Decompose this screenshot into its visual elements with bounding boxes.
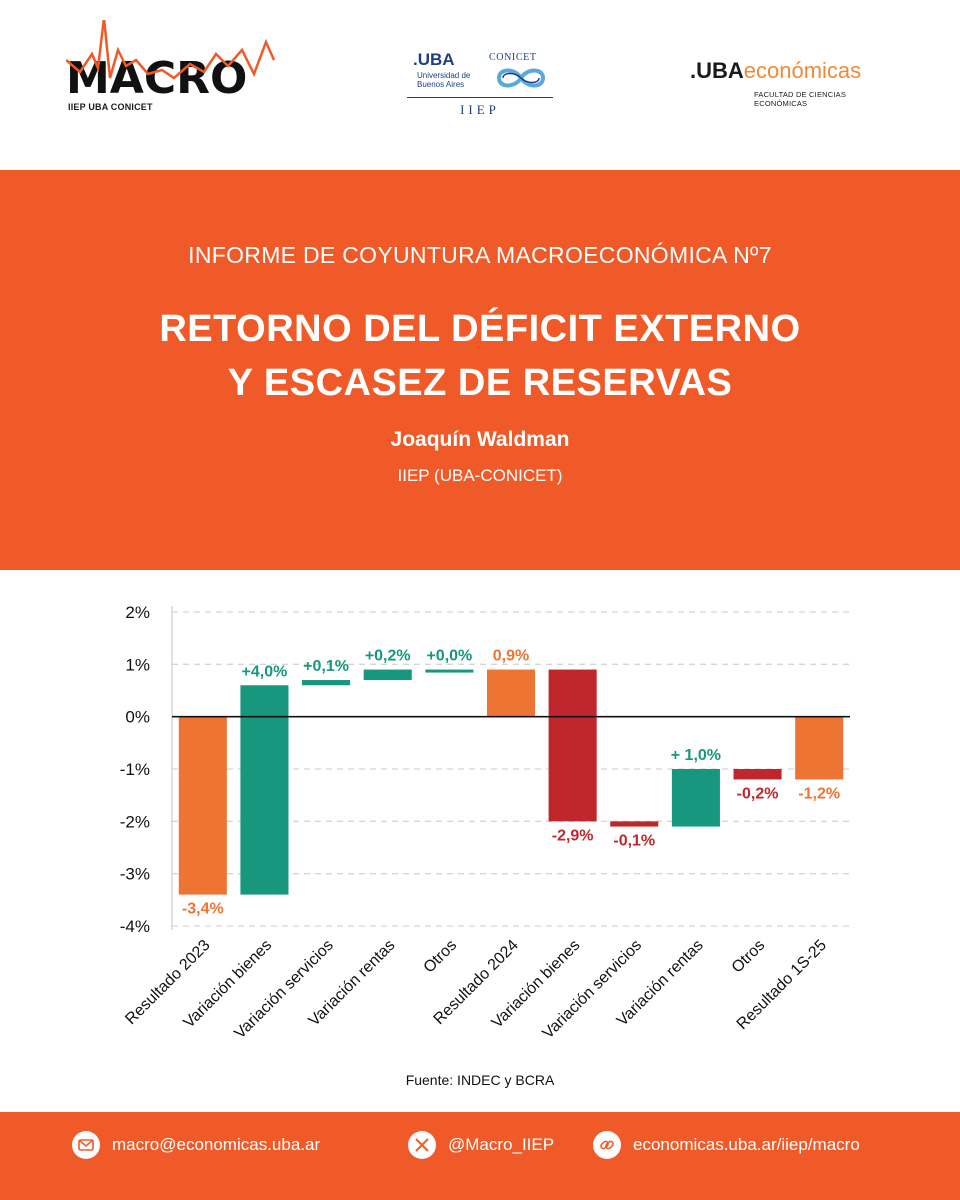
waterfall-bar <box>733 769 782 780</box>
uba-conicet-logo: .UBA Universidad de Buenos Aires CONICET… <box>405 46 555 126</box>
uba-economicas-eco: económicas <box>743 58 862 83</box>
mail-icon <box>72 1131 100 1159</box>
waterfall-bar <box>178 716 227 895</box>
bar-data-label: -0,2% <box>737 785 779 802</box>
macro-logo-subtitle: IIEP UBA CONICET <box>68 102 153 112</box>
report-kicker: INFORME DE COYUNTURA MACROECONÓMICA Nº7 <box>188 242 772 268</box>
waterfall-bar <box>610 821 659 827</box>
report-affiliation: IIEP (UBA-CONICET) <box>397 466 563 485</box>
uba-subtitle-2: Buenos Aires <box>417 80 465 89</box>
report-title: RETORNO DEL DÉFICIT EXTERNO Y ESCASEZ DE… <box>0 302 960 410</box>
waterfall-chart: 2% 1% 0% -1% -2% -3% -4% -3,4% +4,0% +0,1% +0,2% +0… <box>0 570 960 1110</box>
y-tick-label: 0% <box>125 708 150 727</box>
waterfall-bar <box>425 669 474 673</box>
y-tick-label: -3% <box>120 865 150 884</box>
bar-data-label: +0,1% <box>303 658 349 675</box>
conicet-infinity-icon <box>496 68 546 88</box>
uba-wordmark: .UBA <box>413 50 455 69</box>
waterfall-bar <box>240 685 289 895</box>
macro-logo: MACRO IIEP UBA CONICET <box>65 17 276 120</box>
waterfall-bar <box>671 769 720 827</box>
waterfall-bar <box>363 669 412 681</box>
uba-economicas-logo: .UBAeconómicas FACULTAD DE CIENCIAS ECON… <box>690 58 900 108</box>
report-author: Joaquín Waldman <box>390 428 570 451</box>
y-tick-label: -2% <box>120 812 150 831</box>
y-tick-label: -1% <box>120 760 150 779</box>
link-icon <box>593 1131 621 1159</box>
bar-data-label: -2,9% <box>552 827 594 844</box>
footer: macro@economicas.uba.ar @Macro_IIEP econ… <box>0 1112 960 1200</box>
y-tick-label: 2% <box>125 603 150 622</box>
bar-data-label: +0,0% <box>426 648 472 665</box>
macro-wordmark: MACRO <box>66 53 247 100</box>
x-category-label: Otros <box>421 937 461 977</box>
x-twitter-icon <box>408 1131 436 1159</box>
iiep-wordmark: IIEP <box>460 102 500 117</box>
web-contact[interactable]: economicas.uba.ar/iiep/macro <box>593 1130 860 1160</box>
macro-line-graph <box>65 17 276 80</box>
bar-data-label: -1,2% <box>798 785 840 802</box>
report-title-line-1: RETORNO DEL DÉFICIT EXTERNO <box>159 308 801 350</box>
bar-data-label: 0,9% <box>493 648 529 665</box>
chart-canvas: 2% 1% 0% -1% -2% -3% -4% -3,4% +4,0% +0,1% +0,2% +0… <box>120 603 850 1042</box>
waterfall-bar <box>302 680 351 686</box>
macro-logo-graphic: MACRO <box>65 17 276 104</box>
bar-data-label: +4,0% <box>242 663 288 680</box>
website-link[interactable]: economicas.uba.ar/iiep/macro <box>633 1135 860 1154</box>
title-banner: INFORME DE COYUNTURA MACROECONÓMICA Nº7 … <box>0 170 960 570</box>
uba-subtitle-1: Universidad de <box>417 71 471 80</box>
y-tick-label: 1% <box>125 655 150 674</box>
conicet-wordmark: CONICET <box>489 52 537 63</box>
x-category-label: Otros <box>729 937 769 977</box>
chart-source: Fuente: INDEC y BCRA <box>405 1072 555 1088</box>
bar-data-label: -0,1% <box>613 833 655 850</box>
bar-data-label: -3,4% <box>182 901 224 918</box>
header: MACRO IIEP UBA CONICET .UBA Universidad … <box>0 0 960 170</box>
uba-economicas-uba: .UBA <box>690 58 744 83</box>
uba-economicas-subtitle: FACULTAD DE CIENCIAS ECONÓMICAS <box>754 90 847 108</box>
email-link[interactable]: macro@economicas.uba.ar <box>112 1135 321 1154</box>
twitter-contact[interactable]: @Macro_IIEP <box>408 1130 554 1160</box>
twitter-handle[interactable]: @Macro_IIEP <box>448 1135 555 1154</box>
waterfall-bar <box>486 669 536 717</box>
report-title-line-2: Y ESCASEZ DE RESERVAS <box>227 362 733 404</box>
y-tick-label: -4% <box>120 917 150 936</box>
logo-divider <box>407 97 553 98</box>
waterfall-bar <box>548 669 597 822</box>
bar-data-label: + 1,0% <box>671 747 721 764</box>
email-contact[interactable]: macro@economicas.uba.ar <box>72 1130 320 1160</box>
bar-data-label: +0,2% <box>365 648 411 665</box>
waterfall-bar <box>795 716 844 780</box>
